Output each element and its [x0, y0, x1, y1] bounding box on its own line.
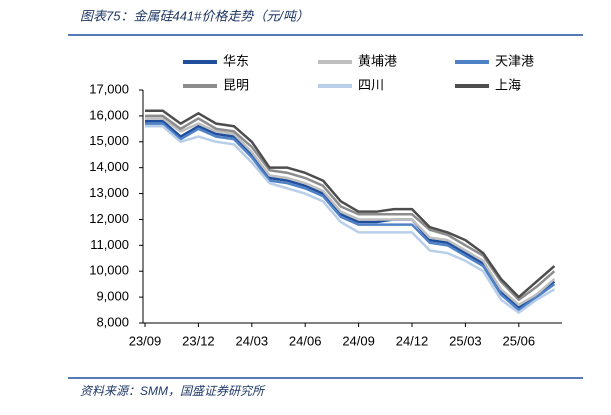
legend-label: 上海 — [495, 77, 521, 92]
y-tick-label: 13,000 — [89, 185, 129, 200]
y-tick-label: 10,000 — [89, 263, 129, 278]
y-tick-label: 12,000 — [89, 211, 129, 226]
legend-label: 黄埔港 — [358, 53, 397, 68]
x-tick-label: 23/12 — [182, 333, 215, 348]
y-tick-label: 14,000 — [89, 159, 129, 174]
x-tick-label: 24/03 — [236, 333, 269, 348]
y-tick-label: 17,000 — [89, 81, 129, 96]
x-tick-label: 24/09 — [342, 333, 375, 348]
legend-label: 四川 — [358, 77, 384, 92]
x-tick-label: 24/12 — [396, 333, 429, 348]
y-tick-label: 16,000 — [89, 107, 129, 122]
y-tick-label: 15,000 — [89, 133, 129, 148]
legend-label: 天津港 — [495, 53, 534, 68]
x-tick-label: 23/09 — [129, 333, 162, 348]
series-line — [145, 117, 556, 307]
x-tick-label: 25/03 — [449, 333, 482, 348]
legend-label: 昆明 — [223, 77, 249, 92]
series-line — [145, 124, 556, 314]
series-line — [145, 122, 556, 312]
x-tick-label: 25/06 — [503, 333, 536, 348]
chart-title: 图表75：金属硅441#价格走势（元/吨） — [80, 8, 309, 23]
source-note: 资料来源：SMM，国盛证券研究所 — [80, 384, 266, 398]
y-tick-label: 9,000 — [96, 289, 129, 304]
series-line — [145, 119, 556, 309]
series-line — [145, 114, 556, 301]
y-tick-label: 11,000 — [90, 237, 129, 252]
legend-label: 华东 — [223, 53, 249, 68]
series-line — [145, 109, 556, 299]
x-tick-label: 24/06 — [289, 333, 322, 348]
y-tick-label: 8,000 — [96, 314, 129, 329]
